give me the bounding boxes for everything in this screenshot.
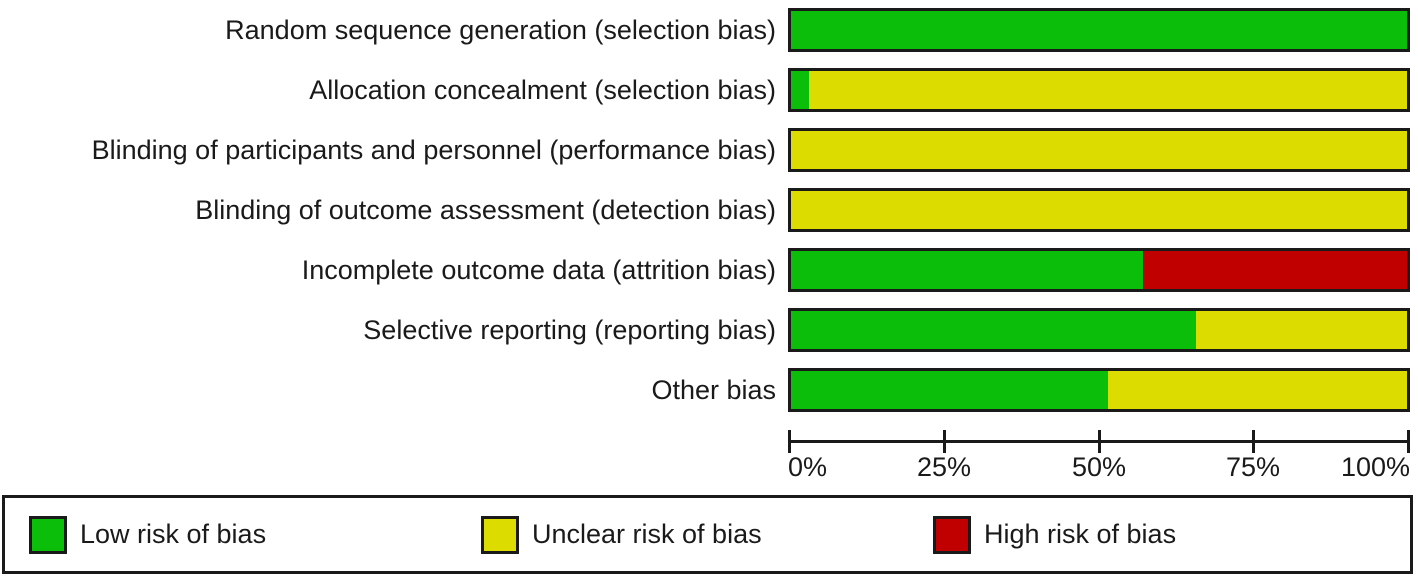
axis-tick-label: 75% — [1225, 452, 1281, 482]
category-label: Blinding of participants and personnel (… — [91, 135, 776, 165]
stacked-bar — [788, 128, 1410, 172]
axis-tick — [1098, 430, 1101, 453]
axis-tick-label: 0% — [788, 452, 828, 482]
category-label: Selective reporting (reporting bias) — [363, 315, 776, 345]
legend-item-unclear-risk-of-bias: Unclear risk of bias — [481, 515, 762, 554]
high-risk-of-bias-swatch-icon — [933, 515, 971, 554]
segment-high-risk-of-bias — [1142, 251, 1407, 289]
axis-tick-label: 100% — [1340, 452, 1410, 482]
stacked-bar — [788, 248, 1410, 292]
table-row: Allocation concealment (selection bias) — [0, 68, 1418, 112]
axis-tick — [1252, 430, 1255, 453]
legend-label: High risk of bias — [984, 519, 1177, 549]
legend-label: Low risk of bias — [80, 519, 267, 549]
axis-tick — [788, 430, 791, 453]
table-row: Incomplete outcome data (attrition bias) — [0, 248, 1418, 292]
segment-unclear-risk-of-bias — [808, 71, 1407, 109]
segment-low-risk-of-bias — [791, 311, 1196, 349]
legend-label: Unclear risk of bias — [532, 519, 762, 549]
segment-low-risk-of-bias — [791, 71, 809, 109]
low-risk-of-bias-swatch-icon — [29, 515, 67, 554]
table-row: Random sequence generation (selection bi… — [0, 8, 1418, 52]
segment-low-risk-of-bias — [791, 371, 1108, 409]
table-row: Blinding of participants and personnel (… — [0, 128, 1418, 172]
unclear-risk-of-bias-swatch-icon — [481, 515, 519, 554]
legend-item-low-risk-of-bias: Low risk of bias — [29, 515, 267, 554]
stacked-bar — [788, 68, 1410, 112]
category-label: Allocation concealment (selection bias) — [309, 75, 776, 105]
table-row: Selective reporting (reporting bias) — [0, 308, 1418, 352]
category-label: Other bias — [651, 375, 776, 405]
segment-unclear-risk-of-bias — [791, 191, 1407, 229]
segment-low-risk-of-bias — [791, 251, 1143, 289]
table-row: Other bias — [0, 368, 1418, 412]
segment-unclear-risk-of-bias — [791, 131, 1407, 169]
axis-tick — [1407, 430, 1410, 453]
stacked-bar — [788, 308, 1410, 352]
category-label: Blinding of outcome assessment (detectio… — [195, 195, 776, 225]
stacked-bar — [788, 188, 1410, 232]
stacked-bar — [788, 368, 1410, 412]
legend-item-high-risk-of-bias: High risk of bias — [933, 515, 1177, 554]
axis-tick-label: 50% — [1071, 452, 1127, 482]
legend: Low risk of bias Unclear risk of bias High… — [2, 495, 1413, 574]
segment-low-risk-of-bias — [791, 11, 1407, 49]
segment-unclear-risk-of-bias — [1107, 371, 1407, 409]
axis-tick — [943, 430, 946, 453]
segment-unclear-risk-of-bias — [1195, 311, 1407, 349]
category-label: Incomplete outcome data (attrition bias) — [301, 255, 776, 285]
stacked-bar — [788, 8, 1410, 52]
category-label: Random sequence generation (selection bi… — [225, 15, 776, 45]
table-row: Blinding of outcome assessment (detectio… — [0, 188, 1418, 232]
axis-tick-label: 25% — [916, 452, 972, 482]
